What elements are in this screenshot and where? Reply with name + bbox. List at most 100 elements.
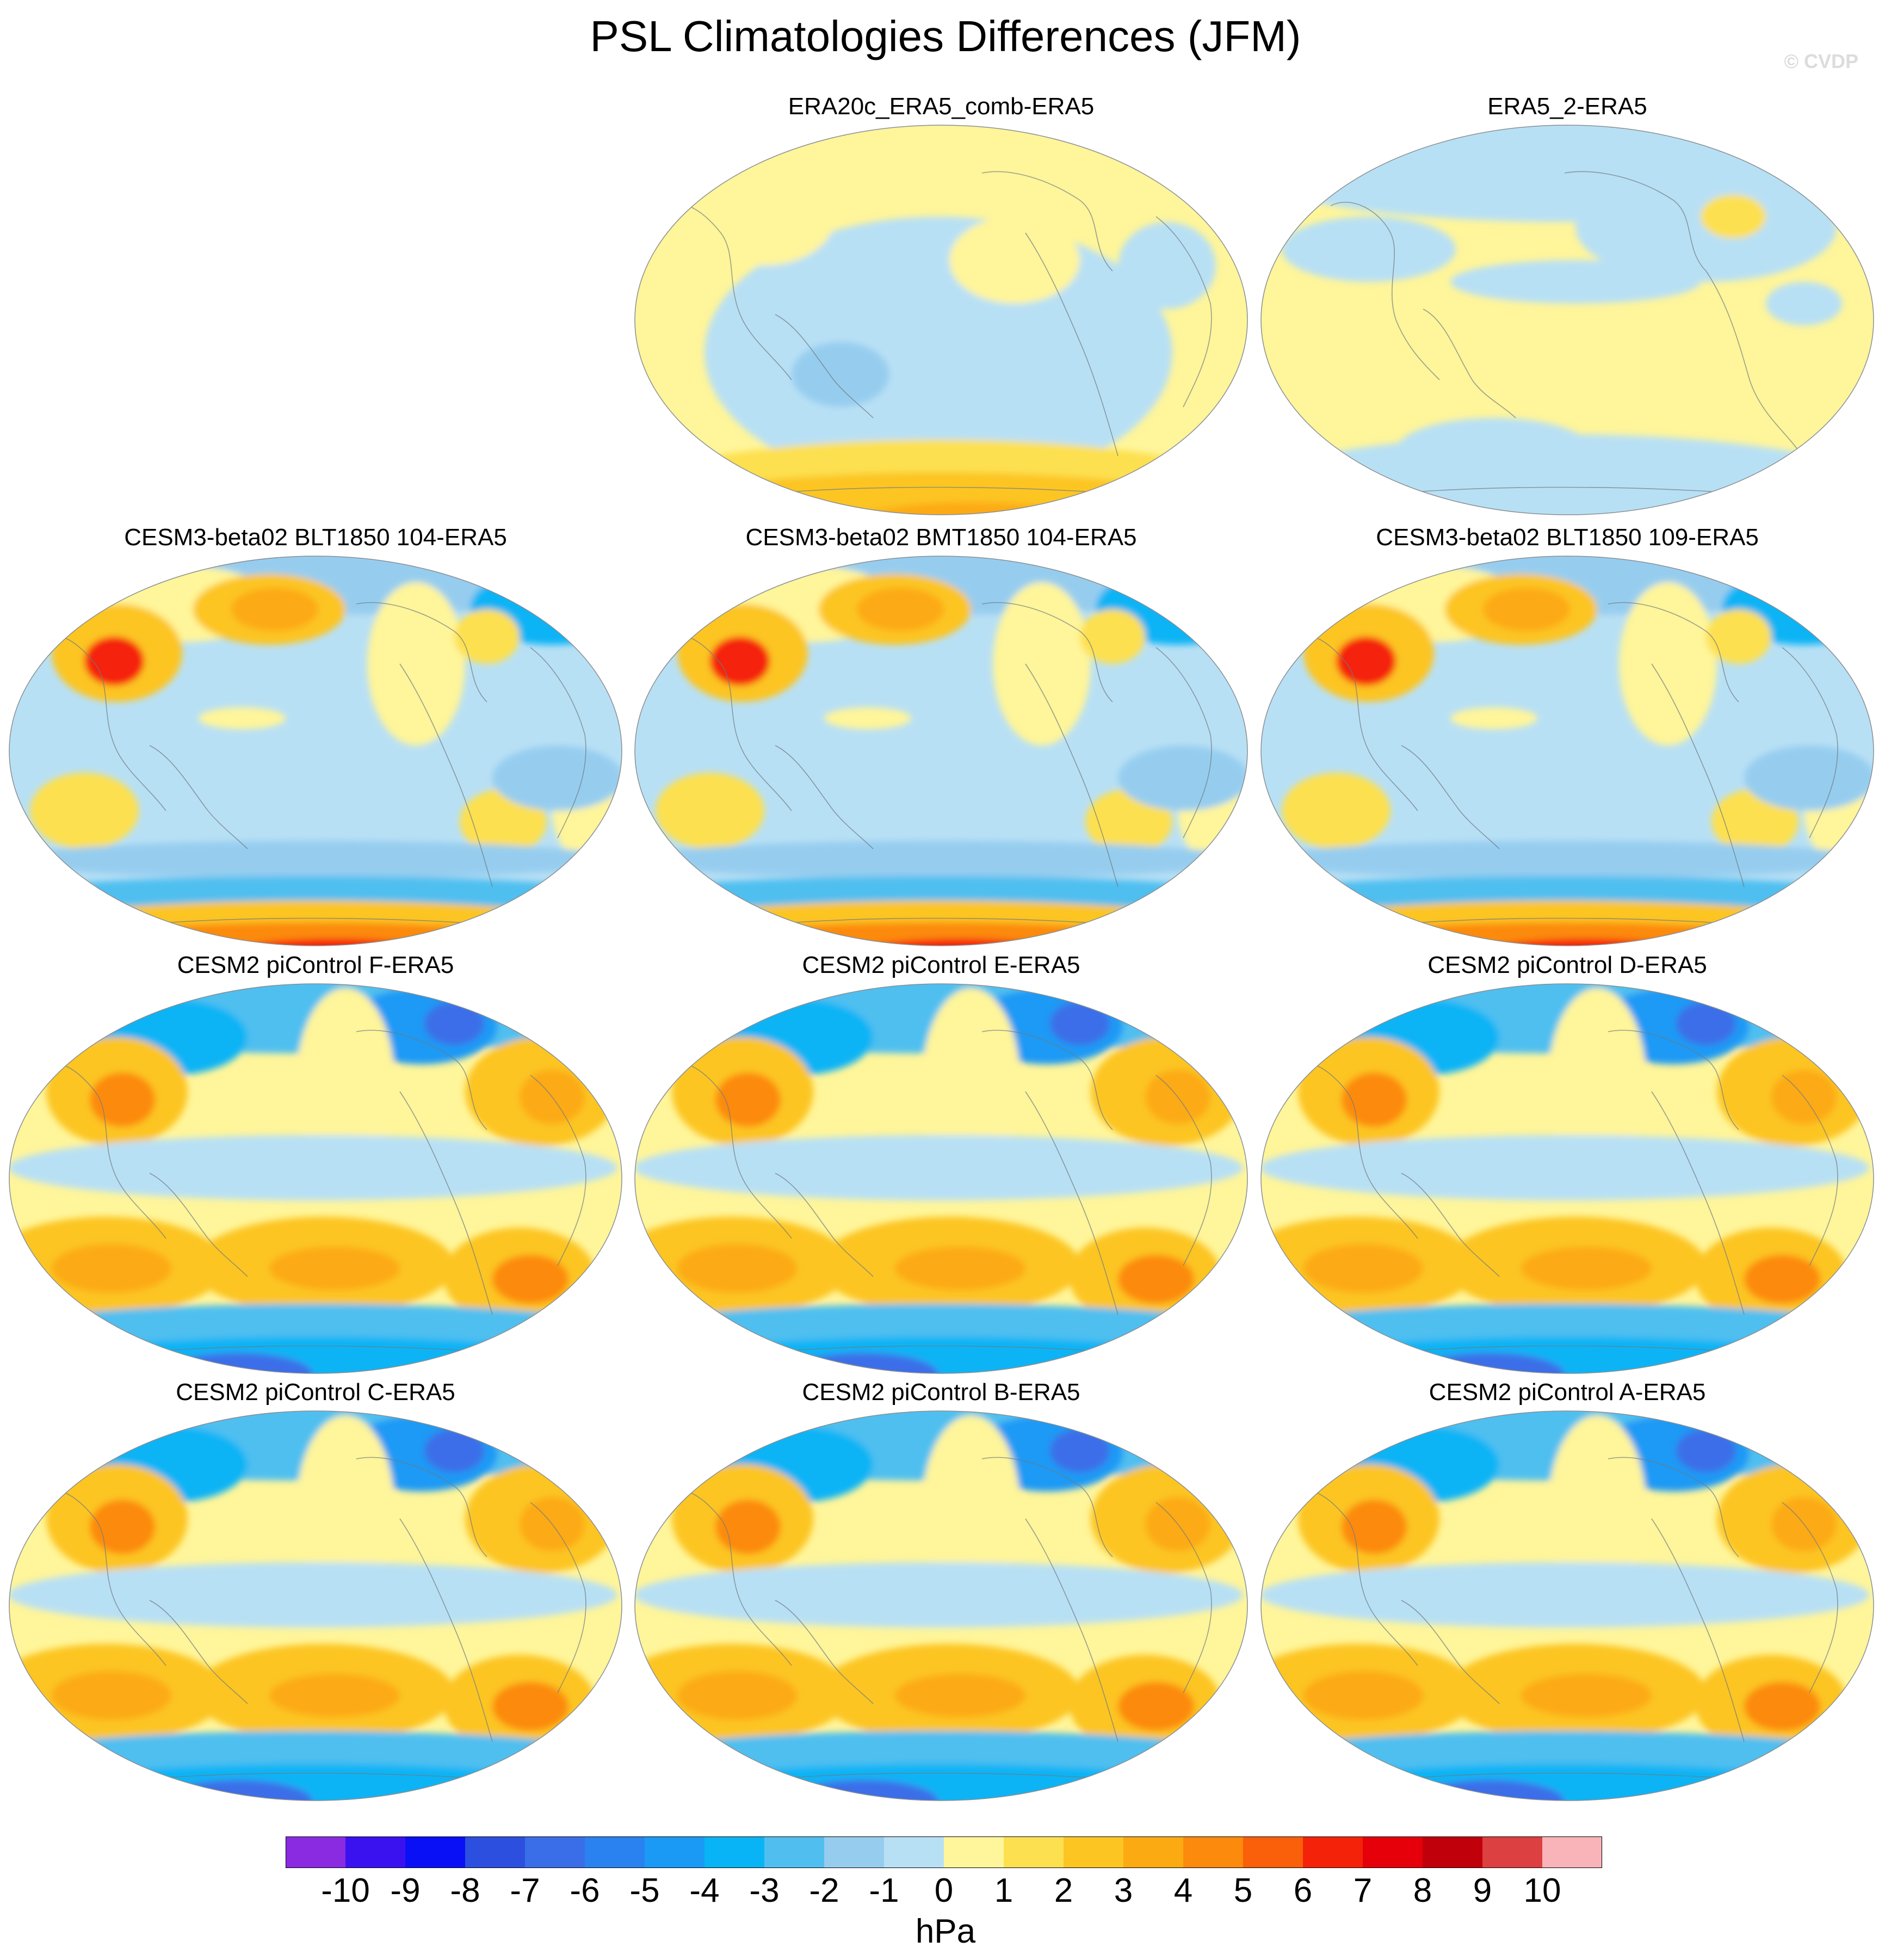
pressure-anomaly-region [1396,418,1592,483]
colorbar-tick-label: -5 [629,1872,660,1909]
colorbar-box [405,1836,466,1868]
difference-map [634,1410,1248,1801]
difference-map [9,983,622,1374]
coastline-segment [149,745,248,849]
coastline-segment [1608,1457,1739,1557]
pressure-anomaly-region [492,1255,568,1304]
map-panel: CESM2 piControl C-ERA5 [8,1378,623,1803]
colorbar-box [705,1836,765,1868]
panel-title: ERA20c_ERA5_comb-ERA5 [788,93,1095,120]
panel-title: CESM3-beta02 BLT1850 104-ERA5 [124,524,507,551]
pressure-anomaly-region [1706,609,1771,664]
pressure-anomaly-region [1282,217,1456,282]
colorbar-box [525,1836,585,1868]
pressure-anomaly-region [715,1073,781,1127]
pressure-anomaly-region [454,609,520,664]
coastline-segment [1782,647,1838,839]
colorbar-box [1482,1836,1543,1868]
pressure-anomaly-region [231,588,318,631]
map-outline [634,1410,1248,1801]
pressure-anomaly-region [492,745,622,811]
map-outline [1260,1410,1874,1801]
colorbar-tick-label: -2 [809,1872,839,1909]
colorbar-box [1243,1836,1303,1868]
pressure-anomaly-region [1050,1002,1110,1045]
map-outline [9,556,622,946]
colorbar-frame [286,1836,1602,1868]
cvdp-credit: © CVDP [1784,50,1858,72]
map-outline [9,1410,622,1801]
pressure-anomaly-region [1261,841,1869,879]
coastline-segment [1155,216,1212,408]
colorbar [286,1836,1602,1868]
coastline-segment [1155,647,1212,839]
coastline-segment [149,1173,248,1277]
map-panel: CESM2 piControl B-ERA5 [634,1378,1249,1803]
panel-title: CESM3-beta02 BMT1850 104-ERA5 [745,524,1137,551]
pressure-anomaly-region [635,1336,1243,1373]
map-outline [634,556,1248,946]
pressure-anomaly-region [635,1135,1243,1200]
panel-title: ERA5_2-ERA5 [1487,93,1647,120]
difference-map [1260,1410,1874,1801]
panel-title: CESM2 piControl C-ERA5 [176,1379,455,1406]
pressure-anomaly-region [492,1682,568,1731]
coastline-segment [1401,1173,1500,1277]
figure-title: PSL Climatologies Differences (JFM) [590,12,1301,60]
colorbar-tick-label: -9 [390,1872,421,1909]
colorbar-tick-label: -7 [510,1872,540,1909]
pressure-anomaly-region [30,773,139,849]
pressure-anomaly-region [367,582,465,745]
coastline-segment [1025,1091,1118,1315]
pressure-anomaly-region [1619,582,1717,745]
pressure-anomaly-region [9,1562,617,1628]
colorbar-box [585,1836,645,1868]
colorbar-tick-label: 1 [994,1872,1014,1909]
pressure-anomaly-region [84,637,144,686]
colorbar-tick-label: 7 [1353,1872,1373,1909]
colorbar-box [345,1836,406,1868]
colorbar-box [1183,1836,1244,1868]
pressure-anomaly-region [1342,1073,1407,1127]
colorbar-box [1303,1836,1363,1868]
map-panel: CESM2 piControl F-ERA5 [8,951,623,1376]
difference-map [1260,983,1874,1374]
coastline-segment [775,314,874,418]
pressure-anomaly-region [635,841,1243,879]
pressure-anomaly-region [269,1674,400,1717]
pressure-anomaly-region [1548,988,1646,1173]
pressure-anomaly-region [52,1244,171,1293]
map-panel: CESM3-beta02 BMT1850 104-ERA5 [634,523,1249,948]
coastline-segment [356,1030,487,1130]
pressure-anomaly-region [296,988,394,1173]
pressure-anomaly-region [635,1764,1243,1801]
colorbar-tick-label: -10 [321,1872,370,1909]
pressure-anomaly-region [677,1671,797,1720]
map-outline [9,983,622,1374]
colorbar-tick-label: -6 [570,1872,600,1909]
colorbar-tick-label: 9 [1473,1872,1492,1909]
pressure-anomaly-region [9,1764,617,1801]
pressure-anomaly-region [993,582,1091,745]
coastline-segment [1564,171,1707,272]
pressure-anomaly-region [1483,588,1570,631]
pressure-anomaly-region [1261,1135,1869,1200]
pressure-anomaly-region [1744,1682,1820,1731]
pressure-anomaly-region [9,1336,617,1373]
map-outline [634,125,1248,515]
pressure-anomaly-region [90,1500,155,1554]
coastline-segment [775,1600,874,1704]
difference-map [1260,556,1874,946]
pressure-anomaly-region [296,1415,394,1600]
colorbar-box [645,1836,705,1868]
coastline-segment [530,647,586,839]
coastline-segment [530,1502,586,1693]
pressure-anomaly-region [1303,1671,1423,1720]
colorbar-tick-label: -1 [869,1872,899,1909]
coastline-segment [1651,663,1745,887]
pressure-anomaly-region [1336,637,1396,686]
pressure-anomaly-region [52,1671,171,1720]
coastline-segment [1782,1075,1838,1266]
coastline-segment [399,663,493,887]
pressure-anomaly-region [694,168,835,266]
